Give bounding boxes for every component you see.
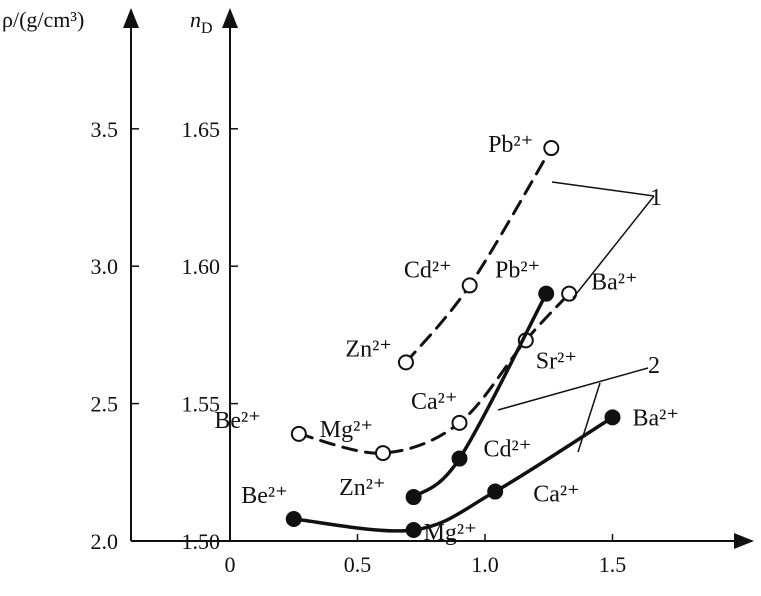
y-axis-title-nd: nD <box>190 7 213 37</box>
ion-label: Pb²⁺ <box>488 132 533 158</box>
y-tick-label-rho: 3.5 <box>91 117 119 142</box>
refractive_index-point <box>451 450 468 467</box>
refractive_index-curve <box>411 291 548 499</box>
density-point <box>543 140 560 157</box>
refractive_index-point <box>487 483 504 500</box>
annotation-2-label: 2 <box>648 353 660 379</box>
ion-label: Be²⁺ <box>241 483 288 509</box>
refractive_index-point <box>405 489 422 506</box>
density-point <box>561 285 578 302</box>
x-tick-label: 1.0 <box>471 552 499 577</box>
ion-label: Sr²⁺ <box>536 348 577 374</box>
ion-label: Ca²⁺ <box>533 482 580 508</box>
refractive_index-point <box>538 285 555 302</box>
refractive_index-point <box>405 522 422 539</box>
annotation-2-pointer-upper <box>497 367 649 411</box>
y-axis-title-rho: ρ/(g/cm³) <box>2 7 84 32</box>
x-ticks: 0 0.5 1.0 1.5 <box>225 534 627 577</box>
refractive_index-point <box>604 409 621 426</box>
density-point <box>290 425 307 442</box>
y-tick-label-rho: 2.0 <box>91 529 119 554</box>
y-tick-label-nd: 1.55 <box>182 392 221 417</box>
annotation-2: 2 <box>497 353 660 453</box>
ion-label: Ba²⁺ <box>591 270 638 296</box>
ion-label: Pb²⁺ <box>495 258 540 284</box>
y-ticks: 2.0 1.50 2.5 1.55 3.0 1.60 3.5 1.65 <box>91 117 238 554</box>
y-tick-label-rho: 3.0 <box>91 254 119 279</box>
ion-label: Zn²⁺ <box>339 475 386 501</box>
density-point <box>451 414 468 431</box>
ion-label: Cd²⁺ <box>404 257 452 283</box>
density-point <box>461 277 478 294</box>
ion-label: Be²⁺ <box>214 408 261 434</box>
annotation-1: 1 <box>551 181 662 299</box>
annotation-2-pointer-lower <box>577 382 601 453</box>
ion-label: Zn²⁺ <box>345 336 392 362</box>
refractive_index-point <box>285 511 302 528</box>
y-tick-label-rho: 2.5 <box>91 392 119 417</box>
y-tick-label-nd: 1.65 <box>182 117 221 142</box>
annotation-1-pointer-upper <box>551 181 655 197</box>
annotation-1-label: 1 <box>650 185 662 211</box>
x-tick-label: 0.5 <box>344 552 372 577</box>
y-tick-label-nd: 1.60 <box>182 254 221 279</box>
ion-label: Ba²⁺ <box>633 405 680 431</box>
ion-label: Mg²⁺ <box>424 520 477 546</box>
x-tick-label: 0 <box>225 552 236 577</box>
density-point <box>375 445 391 462</box>
annotation-1-pointer-lower <box>572 195 655 299</box>
ion-label: Ca²⁺ <box>411 389 458 415</box>
density-point <box>397 354 414 371</box>
ion-label: Mg²⁺ <box>320 417 373 443</box>
series-layer <box>285 140 621 539</box>
y-tick-label-nd: 1.50 <box>182 529 221 554</box>
refractive_index-curve <box>292 415 615 533</box>
ion-labels: Be²⁺ Mg²⁺ Ca²⁺ Sr²⁺ Ba²⁺ Zn²⁺ Cd²⁺ Pb²⁺ Be²⁺ Mg²⁺… <box>214 132 679 546</box>
x-tick-label: 1.5 <box>599 552 627 577</box>
ion-label: Cd²⁺ <box>484 437 532 463</box>
